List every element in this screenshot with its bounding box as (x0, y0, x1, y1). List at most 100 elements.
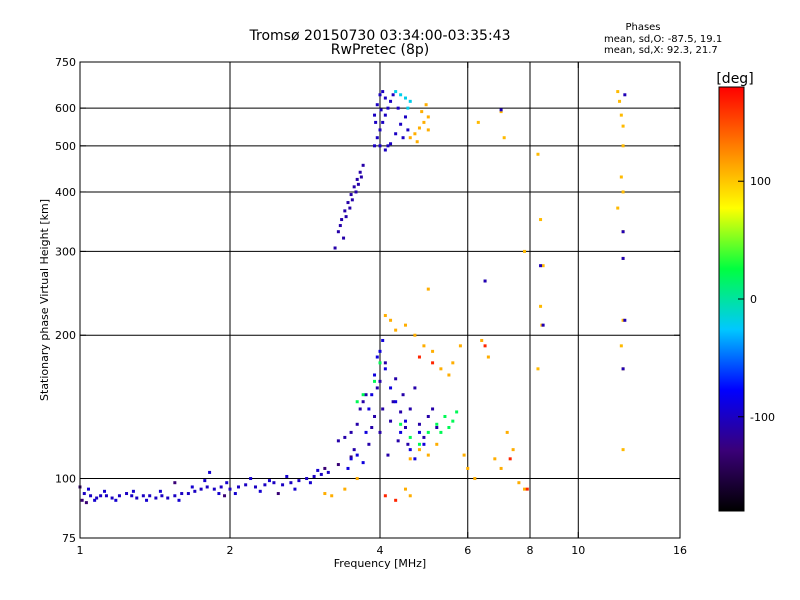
data-point (205, 485, 209, 489)
data-point (244, 483, 248, 487)
data-point (383, 361, 387, 365)
data-point (190, 485, 194, 489)
x-tick-label: 6 (464, 544, 471, 557)
data-point (166, 496, 170, 500)
data-point (378, 379, 382, 383)
data-point (344, 215, 348, 219)
data-point (350, 198, 354, 202)
data-point (403, 96, 407, 100)
data-point (408, 435, 412, 439)
data-point (499, 110, 503, 114)
data-point (417, 355, 421, 359)
data-point (383, 113, 387, 117)
data-point (439, 367, 443, 371)
data-point (417, 430, 421, 434)
data-point (447, 425, 451, 429)
legend-line-o: mean, sd,O: -87.5, 19.1 (604, 34, 722, 45)
data-point (373, 144, 377, 148)
data-point (623, 93, 627, 97)
data-point (420, 110, 424, 114)
data-point (361, 393, 365, 397)
data-point (505, 430, 509, 434)
data-point (408, 407, 412, 411)
data-point (370, 393, 374, 397)
data-point (493, 457, 497, 461)
data-point (297, 479, 301, 483)
data-point (383, 96, 387, 100)
data-point (511, 448, 515, 452)
data-point (361, 461, 365, 465)
data-point (285, 474, 289, 478)
data-point (323, 492, 327, 496)
data-point (199, 487, 203, 491)
data-point (364, 393, 368, 397)
data-point (316, 468, 320, 472)
data-point (228, 487, 232, 491)
y-axis: 75 100 200 300 400 500 600 750 (55, 56, 680, 545)
data-point (373, 373, 377, 377)
data-point (338, 224, 342, 228)
data-point (99, 494, 103, 498)
data-point (340, 218, 344, 222)
data-point (539, 264, 543, 268)
data-point (408, 448, 412, 452)
data-point (403, 115, 407, 119)
data-point (355, 400, 359, 404)
colorbar-label: [deg] (716, 71, 753, 87)
data-point (619, 113, 623, 117)
data-point (349, 193, 353, 197)
data-point (447, 373, 451, 377)
data-point (361, 163, 365, 167)
data-point (223, 494, 227, 498)
data-point (364, 430, 368, 434)
data-point (383, 367, 387, 371)
x-tick-label: 1 (77, 544, 84, 557)
data-point (80, 498, 84, 502)
data-point (389, 318, 393, 322)
data-point (458, 344, 462, 348)
data-point (523, 249, 527, 253)
data-point (394, 400, 398, 404)
chart-subtitle: RwPretec (8p) (331, 42, 429, 58)
data-point (426, 287, 430, 291)
data-point (305, 477, 309, 481)
data-point (517, 481, 521, 485)
data-point (276, 492, 280, 496)
data-point (394, 328, 398, 332)
data-point (375, 386, 379, 390)
data-point (349, 455, 353, 459)
colorbar-tick-label: 0 (750, 293, 757, 306)
data-point (130, 494, 134, 498)
data-point (203, 479, 207, 483)
data-point (180, 492, 184, 496)
data-point (616, 90, 620, 94)
data-point (381, 120, 385, 124)
data-point (403, 487, 407, 491)
data-point (396, 439, 400, 443)
data-point (435, 425, 439, 429)
data-point (443, 414, 447, 418)
data-point (333, 246, 337, 250)
data-point (389, 386, 393, 390)
y-tick-label: 300 (55, 245, 76, 258)
data-point (379, 108, 383, 112)
data-point (346, 466, 350, 470)
data-point (355, 422, 359, 426)
data-point (486, 355, 490, 359)
data-point (399, 93, 403, 97)
data-point (383, 148, 387, 152)
data-point (426, 128, 430, 132)
data-point (378, 144, 382, 148)
chart-title: Tromsø 20150730 03:34:00-03:35:43 (249, 28, 511, 44)
y-axis-label: Stationary phase Virtual Height [km] (38, 199, 51, 401)
data-point (103, 489, 107, 493)
data-point (499, 466, 503, 470)
data-points (78, 90, 627, 505)
data-point (217, 492, 221, 496)
data-point (619, 175, 623, 179)
data-point (135, 496, 139, 500)
data-point (623, 318, 627, 322)
data-point (359, 175, 363, 179)
data-point (378, 93, 382, 97)
